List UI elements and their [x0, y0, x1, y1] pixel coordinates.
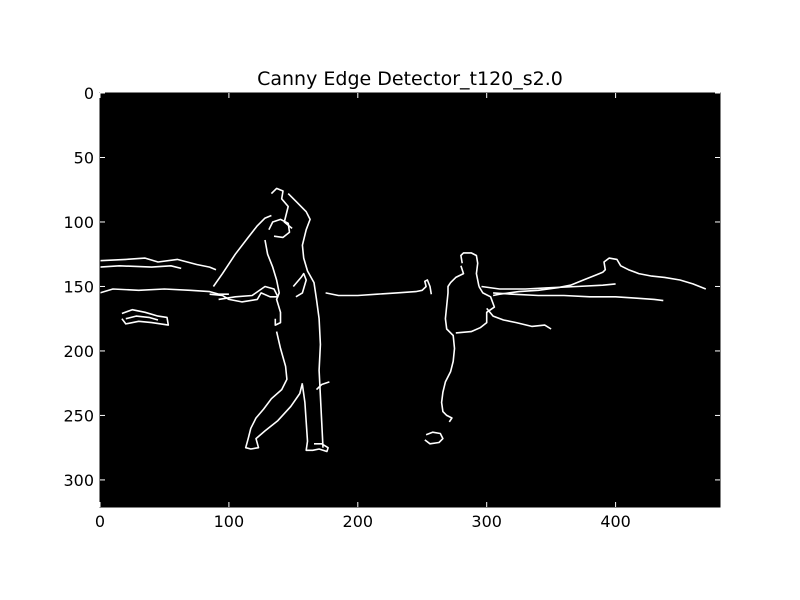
edge-image-background — [100, 93, 720, 507]
y-tick-label: 0 — [84, 84, 94, 103]
edge-path-child-shoulder — [440, 265, 465, 423]
edge-path-left-far-shore — [99, 288, 229, 296]
edge-path-left-rocks — [121, 308, 170, 326]
plot-area — [99, 92, 721, 508]
edge-path-child-right-arm — [481, 283, 616, 290]
edge-path-right-rocks — [486, 307, 552, 330]
edge-path-golfer-hands — [270, 187, 293, 230]
y-axis: 0 50 100 150 200 250 300 — [63, 84, 720, 490]
edge-path-golfer-back-leg — [301, 384, 329, 453]
x-axis: 0 100 200 300 400 — [95, 93, 631, 531]
y-tick-label: 250 — [63, 406, 94, 425]
edge-path-child-head — [460, 252, 480, 287]
edge-path-right-horizon — [493, 292, 664, 302]
edge-path-left-rocks-inner — [125, 315, 159, 321]
chart-title: Canny Edge Detector_t120_s2.0 — [257, 68, 563, 90]
y-tick-label: 100 — [63, 213, 94, 232]
edge-path-golfer-arm-right — [292, 272, 308, 298]
edge-path-golfer-arm-club — [212, 214, 272, 287]
x-tick-label: 400 — [600, 512, 631, 531]
x-tick-label: 100 — [214, 512, 245, 531]
edge-path-ball — [424, 431, 444, 445]
y-tick-label: 200 — [63, 342, 94, 361]
x-tick-label: 300 — [471, 512, 502, 531]
edge-path-golfer-back — [287, 193, 324, 448]
y-tick-label: 150 — [63, 277, 94, 296]
edge-path-golfer-club-end — [315, 381, 330, 391]
plot-frame — [99, 92, 721, 508]
edge-path-child-arm — [455, 286, 496, 334]
y-tick-label: 50 — [74, 148, 94, 167]
y-tick-label: 300 — [63, 471, 94, 490]
x-tick-label: 0 — [95, 512, 105, 531]
edge-path-horizon-middle — [325, 279, 433, 297]
edge-path-golfer-head — [268, 218, 291, 239]
edge-lines — [99, 187, 707, 453]
edge-path-golfer-front-leg — [244, 331, 304, 450]
x-tick-label: 200 — [343, 512, 374, 531]
edge-path-golfer-waist — [209, 285, 279, 303]
edge-path-left-horizon — [99, 257, 217, 271]
edge-path-left-horizon-lower — [99, 264, 182, 270]
edge-path-right-hill — [492, 257, 707, 297]
